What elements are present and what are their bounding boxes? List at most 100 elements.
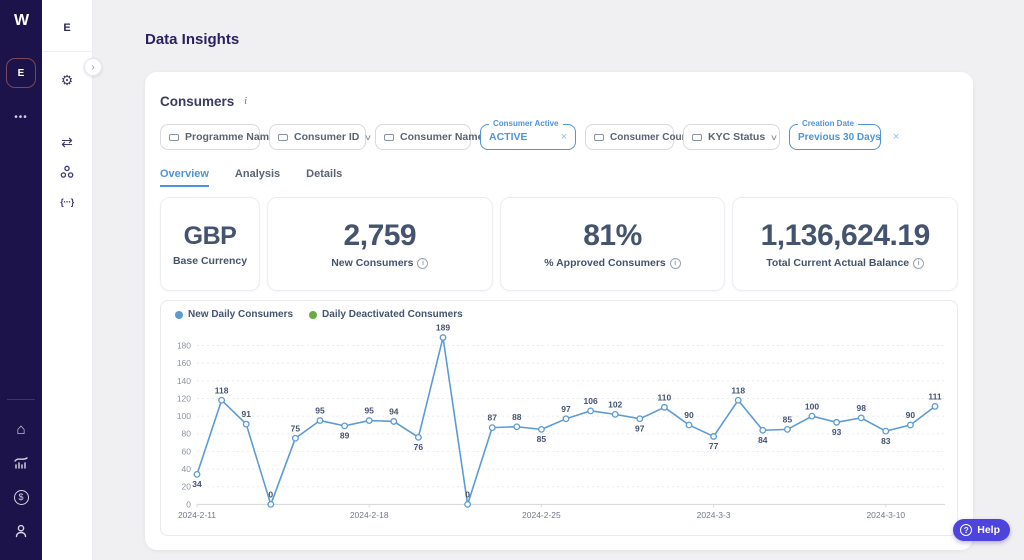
svg-text:97: 97 — [561, 404, 571, 414]
sidebar-collapse-button[interactable]: › — [84, 58, 102, 76]
clear-filter-icon[interactable]: × — [892, 131, 900, 143]
kpi-value: 81% — [583, 219, 642, 252]
svg-text:0: 0 — [186, 499, 191, 509]
secondary-sidebar: E ⚙ ⇄ {···} — [41, 0, 93, 560]
tab-details[interactable]: Details — [306, 168, 343, 180]
legend-label: Daily Deactivated Consumers — [322, 309, 463, 320]
filter-kyc-status[interactable]: KYC Status ∨ — [683, 124, 780, 150]
legend-daily-deactivated-consumers[interactable]: Daily Deactivated Consumers — [309, 309, 463, 320]
profile-icon[interactable] — [8, 518, 34, 544]
svg-text:90: 90 — [684, 410, 694, 420]
filter-consumer-country[interactable]: Consumer Country ∨ — [585, 124, 714, 150]
svg-text:77: 77 — [709, 441, 719, 451]
svg-text:40: 40 — [182, 464, 192, 474]
info-icon[interactable]: i — [417, 257, 429, 269]
clear-filter-icon[interactable]: × — [560, 131, 567, 143]
analytics-icon[interactable] — [8, 450, 34, 476]
svg-text:95: 95 — [315, 406, 325, 416]
svg-text:83: 83 — [881, 436, 891, 446]
kpi-new-consumers: 2,759 New Consumers i — [267, 197, 493, 291]
kpi-total-balance: 1,136,624.19 Total Current Actual Balanc… — [732, 197, 959, 291]
kpi-base-currency: GBP Base Currency — [160, 197, 260, 291]
api-code-icon[interactable]: {···} — [60, 197, 74, 207]
kpi-label: Total Current Actual Balance — [766, 257, 910, 269]
help-button[interactable]: ? Help — [953, 519, 1010, 541]
svg-text:95: 95 — [364, 406, 374, 416]
field-tag-icon — [278, 133, 288, 141]
panel-info-icon[interactable]: i — [244, 96, 248, 107]
environment-label: E — [63, 22, 71, 34]
svg-text:88: 88 — [512, 412, 522, 422]
settings-gear-icon[interactable]: ⚙ — [60, 71, 74, 88]
panel-title: Consumers — [160, 94, 235, 109]
svg-text:90: 90 — [906, 410, 916, 420]
kpi-value: 2,759 — [343, 219, 417, 252]
consumers-trend-chart: 0 20 40 60 80 100 120 140 160 180 2024-2-11 2024-2-… — [177, 323, 945, 520]
info-icon[interactable]: i — [913, 257, 925, 269]
trend-chart-panel: New Daily Consumers Daily Deactivated Co… — [160, 300, 958, 536]
more-menu-icon[interactable]: ••• — [14, 112, 28, 123]
home-icon[interactable]: ⌂ — [16, 420, 26, 438]
filter-creation-date[interactable]: Creation Date Previous 30 Days × — [789, 119, 899, 150]
svg-text:2024-2-18: 2024-2-18 — [350, 510, 389, 520]
main-content: Data Insights Consumers i Programme Name… — [93, 0, 1024, 560]
svg-text:120: 120 — [177, 393, 191, 403]
sidebar-bottom-nav: ⌂ $ — [0, 399, 42, 560]
filter-label: Consumer Active — [489, 119, 563, 128]
filter-label: KYC Status — [708, 131, 766, 143]
balances-icon[interactable]: $ — [8, 484, 34, 510]
filter-value: ACTIVE — [489, 131, 528, 143]
kpi-approved-consumers: 81% % Approved Consumers i — [499, 197, 726, 291]
field-tag-icon — [594, 133, 604, 141]
chevron-down-icon: ∨ — [364, 132, 373, 142]
kpi-value: 1,136,624.19 — [760, 219, 931, 252]
secondary-sidebar-divider — [41, 51, 93, 52]
kpi-row: GBP Base Currency 2,759 New Consumers i … — [160, 197, 959, 291]
filter-label: Consumer ID — [294, 131, 360, 143]
kpi-value: GBP — [183, 221, 237, 250]
help-label: Help — [977, 524, 1000, 536]
svg-text:85: 85 — [783, 415, 793, 425]
primary-sidebar: W E ••• ⌂ $ — [0, 0, 42, 560]
filter-bar: Programme Name ∨ Consumer ID ∨ Consumer … — [160, 119, 958, 150]
legend-new-daily-consumers[interactable]: New Daily Consumers — [175, 309, 293, 320]
filter-consumer-name[interactable]: Consumer Name ∨ — [375, 124, 496, 150]
svg-text:91: 91 — [241, 409, 251, 419]
svg-text:118: 118 — [215, 385, 229, 395]
svg-text:189: 189 — [436, 323, 450, 333]
filter-consumer-active[interactable]: Consumer Active ACTIVE × — [480, 119, 576, 150]
transfers-swap-icon[interactable]: ⇄ — [61, 133, 73, 150]
sidebar-divider — [7, 399, 35, 400]
svg-text:2024-3-10: 2024-3-10 — [866, 510, 905, 520]
filter-label: Consumer Country — [610, 131, 701, 143]
svg-text:84: 84 — [758, 435, 768, 445]
svg-text:89: 89 — [340, 431, 350, 441]
svg-text:0: 0 — [465, 490, 470, 500]
page-title: Data Insights — [145, 31, 240, 48]
svg-text:2024-2-11: 2024-2-11 — [178, 510, 216, 520]
svg-text:34: 34 — [192, 479, 202, 489]
svg-text:106: 106 — [584, 396, 598, 406]
svg-text:111: 111 — [928, 392, 942, 402]
svg-text:110: 110 — [658, 393, 672, 403]
svg-text:76: 76 — [414, 442, 424, 452]
tab-analysis[interactable]: Analysis — [234, 168, 281, 180]
tab-overview[interactable]: Overview — [160, 168, 209, 187]
question-icon: ? — [960, 524, 973, 536]
svg-text:60: 60 — [182, 446, 192, 456]
webhook-icon[interactable] — [53, 158, 81, 186]
svg-text:118: 118 — [731, 385, 745, 395]
kpi-label: % Approved Consumers — [544, 257, 666, 269]
field-tag-icon — [384, 133, 394, 141]
filter-consumer-id[interactable]: Consumer ID ∨ — [269, 124, 372, 150]
dollar-coin-icon: $ — [13, 489, 29, 505]
filter-programme-name[interactable]: Programme Name ∨ — [160, 124, 288, 150]
svg-text:87: 87 — [487, 413, 497, 423]
filter-label: Programme Name — [185, 131, 275, 143]
org-switcher-button[interactable]: E — [6, 58, 36, 88]
field-tag-icon — [169, 133, 179, 141]
info-icon[interactable]: i — [669, 257, 681, 269]
field-tag-icon — [692, 133, 702, 141]
svg-text:20: 20 — [182, 482, 192, 492]
svg-text:93: 93 — [832, 427, 842, 437]
